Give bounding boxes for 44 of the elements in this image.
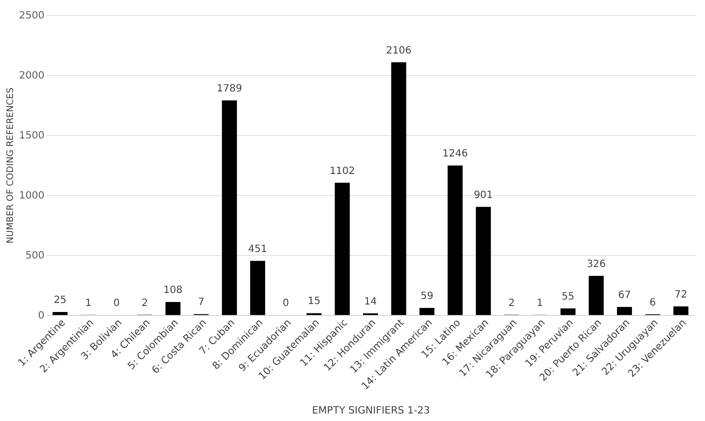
y-tick-label: 2000 — [19, 70, 44, 82]
data-label: 1789 — [216, 83, 242, 94]
bar — [560, 308, 576, 315]
data-label: 67 — [618, 290, 631, 301]
y-tick-label: 1000 — [19, 190, 44, 202]
data-label: 326 — [586, 258, 606, 270]
y-tick-label: 500 — [25, 250, 44, 262]
data-label: 2 — [142, 298, 148, 309]
y-tick-label: 1500 — [19, 130, 44, 142]
bar — [250, 260, 266, 315]
data-label: 2 — [508, 298, 515, 309]
data-label: 0 — [113, 298, 120, 309]
y-tick-label: 0 — [38, 310, 44, 322]
bar — [448, 165, 463, 315]
bar — [391, 62, 406, 315]
bar — [222, 100, 237, 315]
data-label: 1246 — [442, 148, 468, 160]
data-label: 0 — [282, 298, 290, 309]
data-label: 25 — [54, 295, 66, 306]
bar — [588, 276, 604, 315]
x-axis-title: EMPTY SIGNIFIERS 1-23 — [312, 406, 430, 417]
data-label: 55 — [562, 291, 574, 302]
bar — [476, 206, 491, 315]
y-tick-label: 2500 — [19, 10, 44, 22]
data-label: 451 — [248, 244, 268, 255]
y-axis-title: NUMBER OF CODING REFERENCES — [6, 87, 16, 244]
data-label: 108 — [163, 285, 183, 296]
data-label: 1 — [536, 298, 543, 309]
bar — [419, 308, 434, 315]
data-label: 72 — [674, 289, 688, 300]
data-label: 15 — [308, 296, 320, 308]
data-label: 2106 — [386, 45, 412, 56]
data-label: 14 — [364, 296, 377, 308]
data-label: 901 — [474, 190, 493, 201]
data-label: 1102 — [330, 166, 356, 177]
bar — [52, 312, 68, 315]
data-label: 1 — [85, 298, 92, 309]
bar — [165, 302, 180, 315]
data-label: 7 — [198, 297, 204, 308]
bar — [673, 306, 688, 315]
data-label: 59 — [420, 290, 434, 302]
bar — [334, 182, 350, 315]
bar — [616, 306, 632, 315]
data-label: 6 — [649, 297, 656, 308]
